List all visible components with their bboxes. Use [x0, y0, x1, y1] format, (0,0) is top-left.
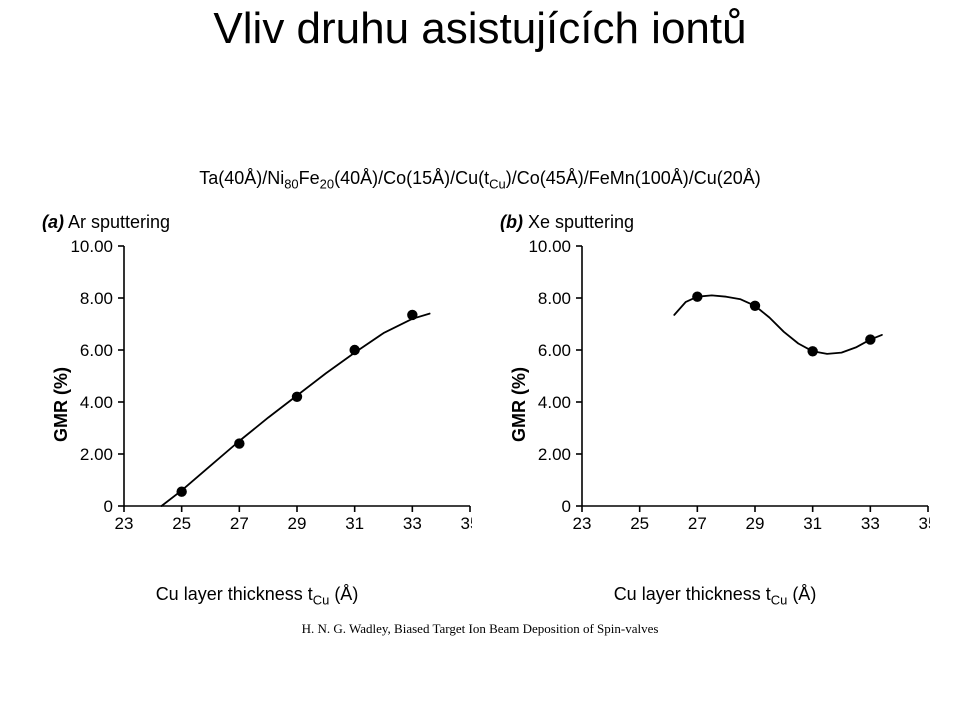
svg-text:29: 29 [746, 514, 765, 533]
svg-text:31: 31 [345, 514, 364, 533]
svg-text:0: 0 [562, 497, 571, 516]
svg-text:31: 31 [803, 514, 822, 533]
chart-b-svg: 2325272931333502.004.006.008.0010.00 [500, 234, 930, 534]
chart-b-ylabel: GMR (%) [482, 234, 557, 574]
svg-text:35: 35 [461, 514, 472, 533]
stack-formula: Ta(40Å)/Ni80Fe20(40Å)/Co(15Å)/Cu(tCu)/Co… [0, 168, 960, 192]
svg-text:35: 35 [919, 514, 930, 533]
chart-a-wrap: GMR (%) 2325272931333502.004.006.008.001… [42, 234, 472, 574]
panel-a-tag: (a) [42, 212, 64, 232]
panel-a-text: Ar sputtering [68, 212, 170, 232]
panel-b-text: Xe sputtering [528, 212, 634, 232]
page-title: Vliv druhu asistujících iontů [0, 4, 960, 54]
panel-b-label: (b) Xe sputtering [500, 212, 634, 233]
svg-text:33: 33 [403, 514, 422, 533]
svg-text:0: 0 [104, 497, 113, 516]
chart-a-xlabel: Cu layer thickness tCu (Å) [42, 584, 472, 608]
svg-text:33: 33 [861, 514, 880, 533]
svg-text:23: 23 [115, 514, 134, 533]
chart-b-wrap: GMR (%) 2325272931333502.004.006.008.001… [500, 234, 930, 574]
panel-a-label: (a) Ar sputtering [42, 212, 170, 233]
svg-text:25: 25 [630, 514, 649, 533]
chart-a-ylabel: GMR (%) [24, 234, 99, 574]
svg-text:25: 25 [172, 514, 191, 533]
citation-text: H. N. G. Wadley, Biased Target Ion Beam … [0, 621, 960, 637]
svg-text:23: 23 [573, 514, 592, 533]
chart-b-xlabel: Cu layer thickness tCu (Å) [500, 584, 930, 608]
svg-text:29: 29 [288, 514, 307, 533]
svg-text:27: 27 [230, 514, 249, 533]
chart-a-svg: 2325272931333502.004.006.008.0010.00 [42, 234, 472, 534]
panel-b-tag: (b) [500, 212, 523, 232]
svg-text:27: 27 [688, 514, 707, 533]
